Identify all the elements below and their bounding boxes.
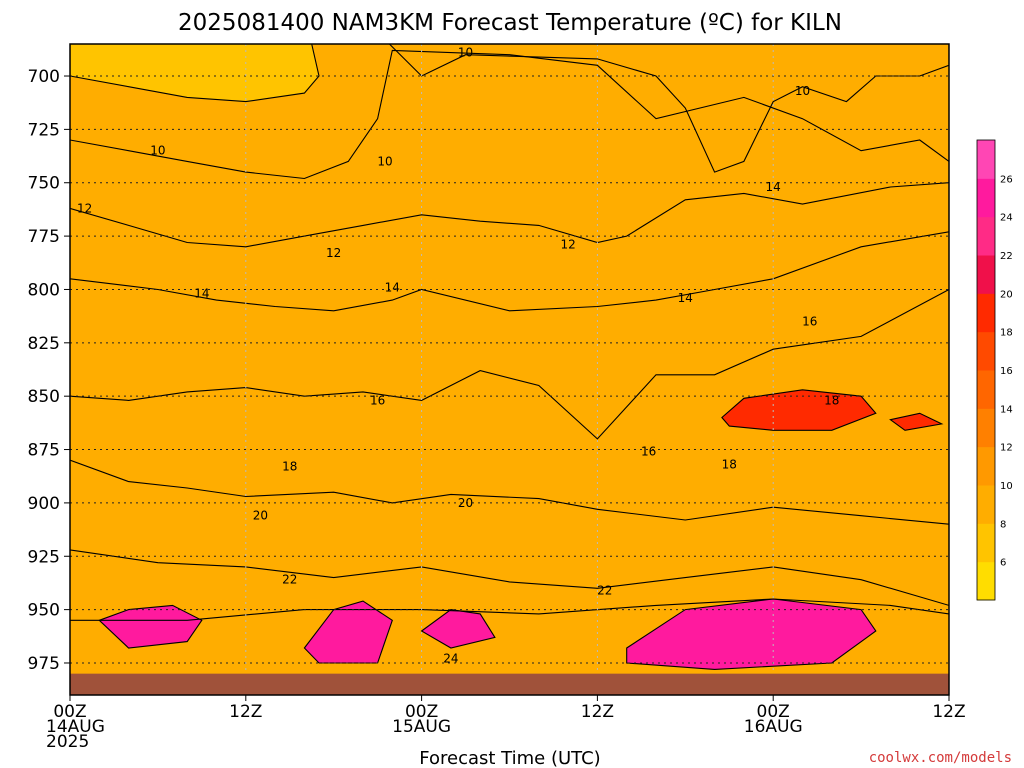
y-tick-label: 725 (28, 120, 60, 140)
chart-title: 2025081400 NAM3KM Forecast Temperature (… (178, 10, 842, 36)
contour-line (70, 182, 949, 248)
y-tick-label: 775 (28, 227, 60, 247)
x-tick-label: 12Z (229, 702, 262, 722)
colorbar: 6 8 10 12 14 16 18 20 22 24 26 (976, 139, 1013, 601)
colorbar-label: 18 (1000, 328, 1013, 339)
contour-label: 12 (77, 201, 92, 215)
contour-label: 10 (377, 154, 392, 168)
y-tick-label: 850 (28, 387, 60, 407)
colorbar-label: 8 (1000, 519, 1006, 530)
colorbar-segment (977, 408, 995, 448)
temperature-pocket (70, 44, 320, 103)
colorbar-segment (977, 485, 995, 524)
colorbar-segment (977, 255, 995, 294)
contour-label: 20 (458, 496, 473, 510)
contour-label: 14 (194, 287, 209, 301)
contour-line (70, 598, 949, 621)
colorbar-segment (977, 446, 995, 486)
credit-link[interactable]: coolwx.com/models (869, 750, 1012, 766)
contour-label: 18 (722, 457, 737, 471)
y-tick-label: 925 (28, 547, 60, 567)
colorbar-label: 20 (1000, 289, 1013, 300)
contour-label: 10 (458, 46, 473, 60)
plot-area: 10 10 10 10 12 12 12 14 14 14 14 16 16 16 18 18 18 20 20 22… (70, 44, 949, 695)
colorbar-frame (976, 139, 996, 601)
contour-label: 14 (766, 180, 781, 194)
colorbar-segment (977, 140, 995, 179)
grid-lines (70, 44, 949, 695)
y-tick-label: 900 (28, 494, 60, 514)
temperature-pocket (721, 389, 877, 431)
temperature-pocket (626, 598, 877, 670)
contour-label: 22 (597, 583, 612, 597)
y-tick-label: 950 (28, 601, 60, 621)
y-tick-label: 975 (28, 654, 60, 674)
colorbar-segment (977, 293, 995, 333)
contour-label: 20 (253, 509, 268, 523)
contour-labels: 10 10 10 10 12 12 12 14 14 14 14 16 16 16 18 18 18 20 20 22… (77, 46, 839, 666)
contour-label: 14 (678, 291, 693, 305)
contour-line (70, 549, 949, 606)
colorbar-label: 6 (1000, 558, 1006, 569)
temperature-pocket (420, 609, 496, 649)
contour-label: 16 (370, 393, 385, 407)
contour-line (70, 289, 949, 440)
colorbar-segment (977, 216, 995, 256)
x-tick-label: 00Z (405, 702, 438, 722)
plot-frame (69, 43, 950, 696)
x-tick-label: 12Z (581, 702, 614, 722)
x-tick-label: 00Z (53, 702, 86, 722)
colorbar-label: 22 (1000, 251, 1013, 262)
colorbar-label: 12 (1000, 443, 1013, 454)
contour-line (70, 231, 949, 312)
x-tick-label: 15AUG (392, 717, 451, 737)
x-tick-label: 2025 (46, 732, 89, 752)
contour-label: 10 (795, 84, 810, 98)
ground-below-surface (70, 673, 949, 695)
x-axis-label: Forecast Time (UTC) (419, 748, 600, 768)
y-tick-label: 750 (28, 174, 60, 194)
x-tick-label: 16AUG (744, 717, 803, 737)
contour-label: 12 (326, 246, 341, 260)
colorbar-segment (977, 178, 995, 218)
contour-label: 18 (824, 393, 839, 407)
y-tick-label: 875 (28, 441, 60, 461)
contour-line (70, 49, 949, 180)
x-tick-label: 12Z (932, 702, 965, 722)
contour-label: 18 (282, 460, 297, 474)
contour-label: 14 (385, 280, 400, 294)
y-tick-label: 700 (28, 67, 60, 87)
contour-label: 22 (282, 573, 297, 587)
colorbar-segment (977, 370, 995, 409)
contour-label: 16 (802, 314, 817, 328)
colorbar-label: 14 (1000, 404, 1013, 415)
x-tick-label: 14AUG (46, 717, 105, 737)
temperature-pocket (98, 604, 203, 649)
colorbar-label: 16 (1000, 366, 1013, 377)
colorbar-segment (977, 523, 995, 563)
contour-label: 24 (443, 652, 458, 666)
colorbar-label: 10 (1000, 481, 1013, 492)
contour-label: 16 (641, 445, 656, 459)
y-tick-label: 800 (28, 280, 60, 300)
temperature-pocket (889, 412, 944, 431)
colorbar-label: 26 (1000, 174, 1013, 185)
temperature-bands (70, 44, 949, 695)
colorbar-segment (977, 331, 995, 371)
colorbar-label: 24 (1000, 213, 1013, 224)
y-tick-label: 825 (28, 334, 60, 354)
contour-label: 12 (560, 238, 575, 252)
contour-label: 10 (150, 144, 165, 158)
contour-lines (70, 49, 949, 621)
temperature-band (70, 44, 949, 695)
colorbar-segment (977, 561, 995, 601)
y-axis: 700 725 750 775 800 825 850 875 900 925 950 975 (28, 67, 70, 674)
x-tick-label: 00Z (757, 702, 790, 722)
